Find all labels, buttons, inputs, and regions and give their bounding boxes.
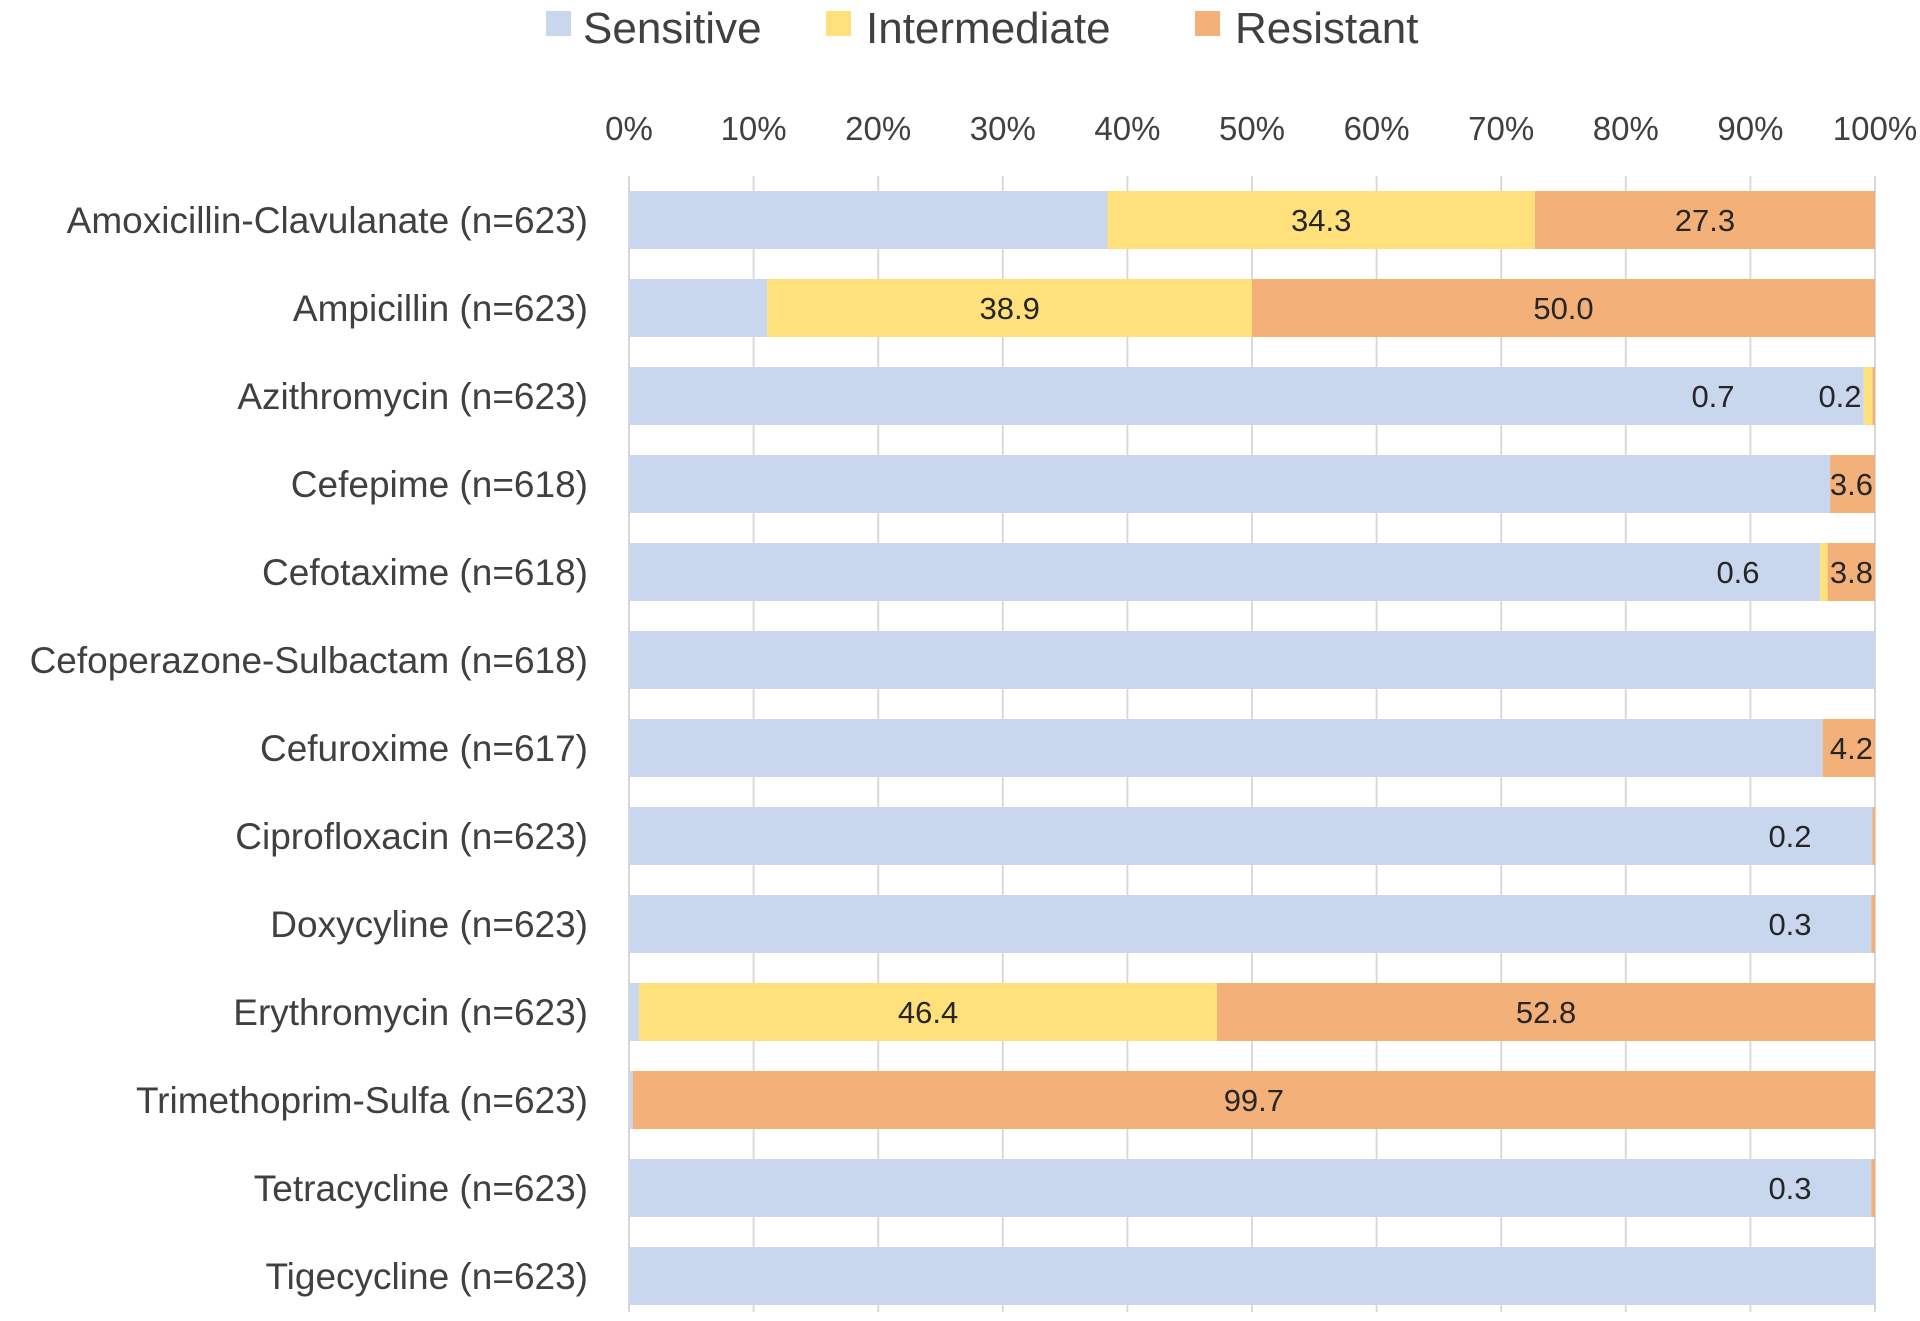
category-label: Tetracycline (n=623) [254,1168,588,1209]
x-tick-label: 30% [970,110,1036,147]
data-label-resistant: 52.8 [1516,995,1576,1030]
category-label: Erythromycin (n=623) [233,992,588,1033]
bars [629,191,1875,1305]
bar-segment-intermediate [638,983,1218,1041]
x-axis-ticks: 0% 10% 20% 30% 40% 50% 60% 70% 80% 90% 100% [605,110,1917,147]
data-label-resistant: 27.3 [1675,203,1735,238]
legend-swatch-intermediate [826,11,851,36]
bar-segment-resistant [1252,279,1875,337]
data-label-sensitive: 0.3 [1768,907,1811,942]
data-label-intermediate: 46.4 [898,995,958,1030]
data-label-sensitive: 0.7 [1691,379,1734,414]
bar-segment-sensitive [629,1247,1875,1305]
category-label: Doxycyline (n=623) [270,904,588,945]
bar-segment-resistant [1827,543,1875,601]
bar-segment-sensitive [629,279,768,337]
x-tick-label: 100% [1833,110,1917,147]
bar-segment-sensitive [629,543,1821,601]
category-label: Azithromycin (n=623) [237,376,588,417]
legend-label-resistant: Resistant [1235,4,1418,53]
bar-segment-sensitive [629,1071,633,1129]
bar-segment-sensitive [629,455,1831,513]
chart-legend: Sensitive Intermediate Resistant [546,4,1418,53]
category-labels: Amoxicillin-Clavulanate (n=623) Ampicilli… [30,200,588,1297]
bar-segment-resistant [1872,367,1875,425]
data-label-intermediate: 34.3 [1291,203,1351,238]
bar-segment-resistant [1872,807,1875,865]
bar-segment-sensitive [629,367,1864,425]
bar-segment-sensitive [629,807,1873,865]
legend-label-sensitive: Sensitive [583,4,762,53]
bar-segment-sensitive [629,191,1108,249]
x-tick-label: 80% [1593,110,1659,147]
legend-swatch-sensitive [546,11,571,36]
category-label: Cefuroxime (n=617) [260,728,588,769]
data-label-sensitive: 0.2 [1768,819,1811,854]
bar-segment-intermediate [1107,191,1535,249]
x-tick-label: 10% [721,110,787,147]
data-labels: 34.3 27.3 38.9 50.0 0.7 0.2 3.6 0.6 3.8 4.2 0.2 0.3… [898,203,1873,1206]
bar-segment-sensitive [629,631,1875,689]
category-label: Cefoperazone-Sulbactam (n=618) [30,640,588,681]
bar-segment-sensitive [629,895,1872,953]
data-label-resistant: 50.0 [1533,291,1593,326]
data-label-resistant: 3.8 [1830,555,1873,590]
category-label: Cefepime (n=618) [291,464,588,505]
bar-segment-resistant [1534,191,1875,249]
bar-segment-resistant [1830,455,1875,513]
bar-segment-resistant [632,1071,1875,1129]
data-label-sensitive: 0.3 [1768,1171,1811,1206]
bar-segment-intermediate [1863,367,1873,425]
x-tick-label: 50% [1219,110,1285,147]
bar-segment-intermediate [767,279,1252,337]
x-tick-label: 90% [1717,110,1783,147]
x-tick-label: 70% [1468,110,1534,147]
data-label-intermediate: 38.9 [979,291,1039,326]
bar-segment-resistant [1871,1159,1875,1217]
x-tick-label: 0% [605,110,653,147]
category-label: Tigecycline (n=623) [265,1256,588,1297]
bar-segment-sensitive [629,1159,1872,1217]
bar-segment-resistant [1871,895,1875,953]
category-label: Amoxicillin-Clavulanate (n=623) [67,200,588,241]
data-label-intermediate: 0.2 [1818,379,1861,414]
x-tick-label: 60% [1344,110,1410,147]
legend-swatch-resistant [1195,11,1220,36]
bar-segment-resistant [1822,719,1875,777]
category-label: Ampicillin (n=623) [293,288,588,329]
bar-segment-sensitive [629,983,639,1041]
data-label-intermediate: 0.6 [1716,555,1759,590]
data-label-resistant: 3.6 [1830,467,1873,502]
category-label: Ciprofloxacin (n=623) [235,816,588,857]
data-label-resistant: 99.7 [1224,1083,1284,1118]
category-label: Trimethoprim-Sulfa (n=623) [136,1080,588,1121]
bar-segment-resistant [1217,983,1875,1041]
bar-segment-sensitive [629,719,1823,777]
category-label: Cefotaxime (n=618) [262,552,588,593]
bar-segment-intermediate [1820,543,1828,601]
legend-label-intermediate: Intermediate [866,4,1111,53]
x-tick-label: 40% [1094,110,1160,147]
data-label-resistant: 4.2 [1830,731,1873,766]
x-tick-label: 20% [845,110,911,147]
